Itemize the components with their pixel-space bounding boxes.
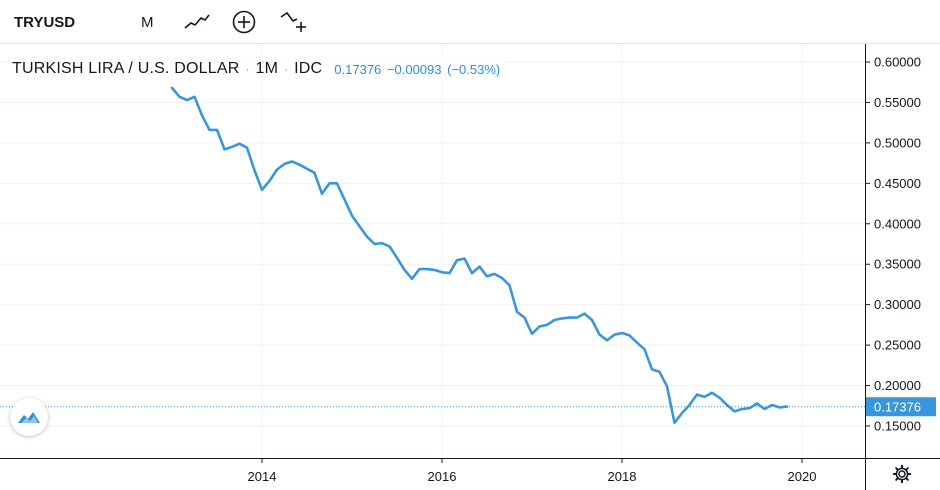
add-indicator-button[interactable] xyxy=(228,8,260,36)
x-axis-ticks: 2014 2016 2018 2020 xyxy=(248,469,817,484)
legend-interval: 1M xyxy=(255,60,279,77)
symbol-label: TRYUSD xyxy=(14,13,76,31)
legend-separator: · xyxy=(284,62,289,76)
chart-legend: TURKISH LIRA / U.S. DOLLAR · 1M · IDC 0.… xyxy=(12,58,501,80)
legend-source: IDC xyxy=(294,60,323,77)
interval-label: M xyxy=(141,13,154,31)
legend-change: −0.00093 xyxy=(386,61,442,77)
compare-button[interactable] xyxy=(278,8,310,36)
gear-icon xyxy=(892,464,912,484)
y-tick-label: 0.35000 xyxy=(874,257,921,272)
legend-last-value: 0.17376 xyxy=(334,61,382,77)
grid-lines xyxy=(0,44,865,458)
series-line xyxy=(170,86,789,425)
y-tick-label: 0.55000 xyxy=(874,95,921,110)
legend-symbol-name: TURKISH LIRA / U.S. DOLLAR xyxy=(12,60,240,77)
line-chart-icon xyxy=(184,14,210,29)
series-layer xyxy=(170,86,789,425)
last-price-tag xyxy=(866,397,936,417)
x-tick-label: 2020 xyxy=(788,469,817,484)
last-price-marker: 0.17376 xyxy=(0,397,936,417)
y-tick-label: 0.20000 xyxy=(874,378,921,393)
y-tick-label: 0.15000 xyxy=(874,419,921,434)
settings-button[interactable] xyxy=(890,462,914,486)
y-axis-ticks: 0.15000 0.20000 0.25000 0.30000 0.35000 0.400… xyxy=(874,55,921,434)
y-tick-label: 0.40000 xyxy=(874,216,921,231)
tradingview-logo-icon xyxy=(18,412,40,423)
interval-button[interactable]: M xyxy=(141,8,154,36)
x-tick-label: 2016 xyxy=(428,469,457,484)
axes xyxy=(0,44,940,490)
symbol-search-button[interactable]: TRYUSD xyxy=(14,8,75,36)
x-tick-label: 2014 xyxy=(248,469,277,484)
y-tick-label: 0.30000 xyxy=(874,297,921,312)
y-tick-label: 0.60000 xyxy=(874,55,921,70)
y-tick-label: 0.25000 xyxy=(874,338,921,353)
compare-icon xyxy=(280,11,306,32)
legend-separator: · xyxy=(245,62,250,76)
top-toolbar: TRYUSD M xyxy=(0,0,940,44)
y-tick-label: 0.50000 xyxy=(874,135,921,150)
tradingview-logo-button[interactable] xyxy=(10,398,48,436)
last-price-label: 0.17376 xyxy=(874,399,921,414)
y-tick-label: 0.45000 xyxy=(874,176,921,191)
x-tick-label: 2018 xyxy=(608,469,637,484)
chart-style-button[interactable] xyxy=(181,8,213,36)
legend-values: 0.17376 −0.00093 (−0.53%) xyxy=(334,62,500,77)
add-indicator-icon xyxy=(232,10,256,34)
legend-change-percent: (−0.53%) xyxy=(447,61,501,77)
